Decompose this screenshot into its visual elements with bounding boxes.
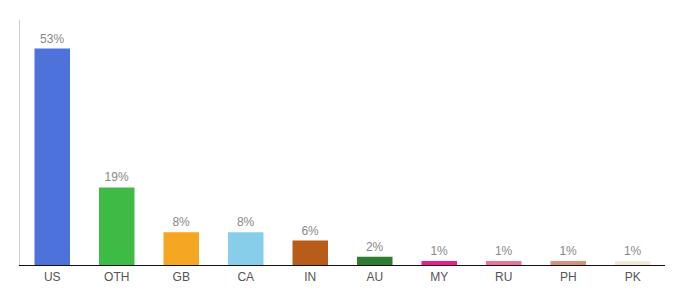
svg-text:8%: 8% [172, 215, 190, 229]
svg-text:19%: 19% [105, 170, 129, 184]
svg-text:PK: PK [625, 270, 641, 284]
svg-text:1%: 1% [624, 244, 642, 258]
svg-text:AU: AU [366, 270, 383, 284]
svg-text:PH: PH [560, 270, 577, 284]
svg-text:IN: IN [304, 270, 316, 284]
svg-text:2%: 2% [366, 240, 384, 254]
svg-text:1%: 1% [559, 244, 577, 258]
svg-text:MY: MY [430, 270, 448, 284]
svg-text:6%: 6% [301, 224, 319, 238]
svg-text:1%: 1% [495, 244, 513, 258]
svg-text:US: US [44, 270, 61, 284]
svg-text:CA: CA [237, 270, 254, 284]
svg-text:GB: GB [173, 270, 190, 284]
svg-text:1%: 1% [430, 244, 448, 258]
svg-text:RU: RU [495, 270, 512, 284]
svg-text:8%: 8% [237, 215, 255, 229]
svg-text:53%: 53% [40, 32, 64, 46]
svg-text:OTH: OTH [104, 270, 129, 284]
